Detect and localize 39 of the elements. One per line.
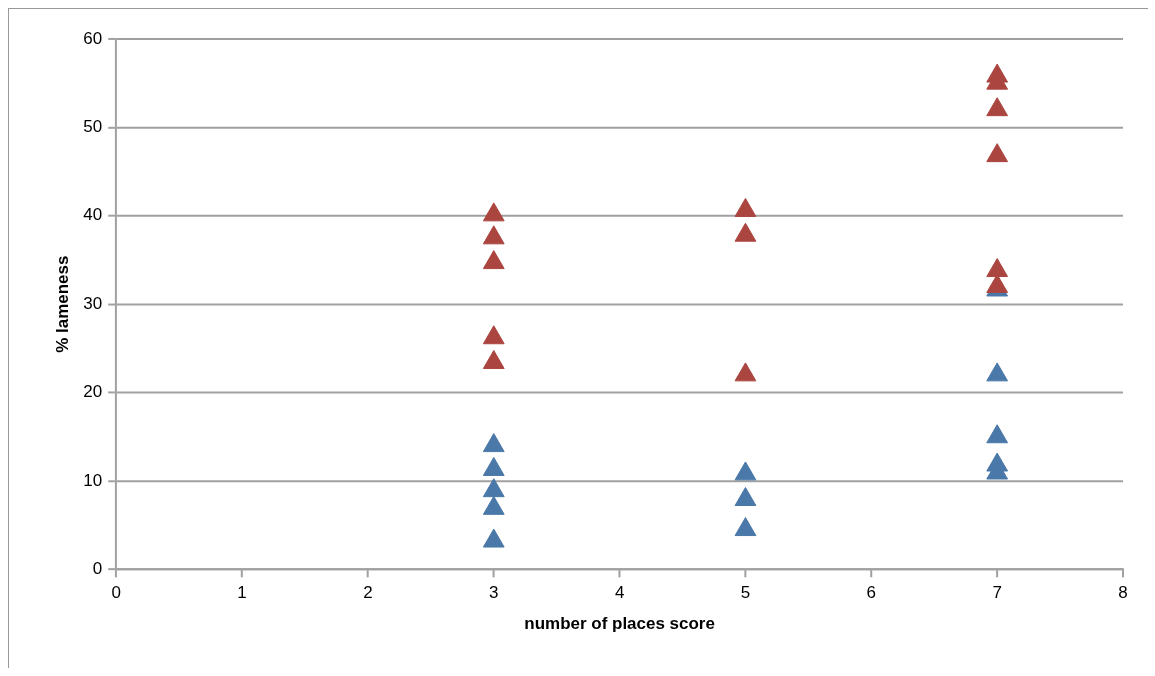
point xyxy=(482,225,505,245)
y-tick-label: 50 xyxy=(83,117,103,137)
point xyxy=(482,478,505,498)
point xyxy=(482,350,505,369)
point xyxy=(482,202,505,222)
point xyxy=(734,461,757,481)
point xyxy=(482,250,505,270)
x-tick-label: 8 xyxy=(1118,583,1128,603)
y-tick-label: 30 xyxy=(83,293,103,313)
x-tick-label: 3 xyxy=(489,583,499,603)
point xyxy=(734,197,757,217)
point xyxy=(986,362,1009,382)
point xyxy=(482,495,505,515)
point xyxy=(482,325,505,345)
point xyxy=(734,487,757,507)
y-tick-label: 0 xyxy=(92,559,103,579)
y-tick-label: 10 xyxy=(83,470,103,490)
x-axis-title: number of places score xyxy=(524,613,715,633)
point xyxy=(986,143,1009,163)
point xyxy=(986,424,1009,444)
y-tick-label: 60 xyxy=(83,28,103,48)
x-tick-label: 6 xyxy=(866,583,877,603)
point xyxy=(482,456,505,476)
point xyxy=(482,433,505,453)
point xyxy=(986,97,1009,117)
point xyxy=(734,362,757,382)
y-tick-label: 20 xyxy=(83,382,103,402)
x-tick-label: 0 xyxy=(111,583,121,603)
y-axis-title: % lameness xyxy=(52,255,72,353)
x-tick-label: 7 xyxy=(992,583,1002,603)
point xyxy=(986,258,1009,278)
point xyxy=(734,517,757,537)
x-tick-label: 2 xyxy=(363,583,373,603)
y-tick-label: 40 xyxy=(83,205,103,225)
x-tick-label: 4 xyxy=(614,583,625,603)
x-tick-label: 5 xyxy=(740,583,751,603)
point xyxy=(482,528,505,548)
point xyxy=(734,222,757,242)
x-tick-label: 1 xyxy=(237,583,247,603)
